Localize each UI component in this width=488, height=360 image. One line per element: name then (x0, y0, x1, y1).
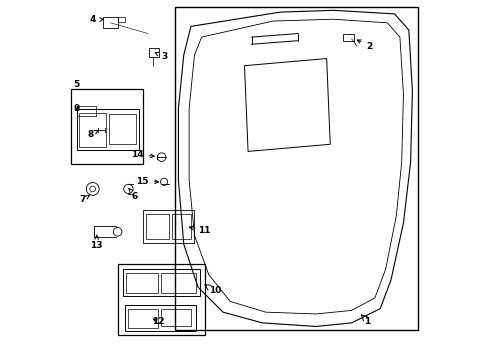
Bar (127, 309, 158, 328)
Text: 7: 7 (80, 195, 89, 204)
Text: 11: 11 (189, 225, 210, 234)
Text: 12: 12 (151, 316, 164, 325)
Bar (108, 114, 135, 144)
Bar (103, 18, 118, 28)
Bar (172, 214, 190, 239)
Text: 5: 5 (74, 80, 80, 89)
Text: 1: 1 (364, 316, 370, 325)
Bar (146, 214, 169, 239)
Bar (342, 33, 353, 41)
Text: 10: 10 (208, 285, 221, 294)
Bar (160, 309, 190, 327)
Bar (125, 273, 158, 293)
Text: 8: 8 (87, 130, 99, 139)
Bar (160, 273, 195, 293)
Text: 4: 4 (90, 15, 103, 24)
Bar (118, 264, 205, 336)
Text: 2: 2 (357, 40, 371, 50)
Bar (123, 269, 200, 296)
Text: 14: 14 (131, 150, 154, 159)
Bar (80, 113, 106, 147)
Text: 3: 3 (155, 52, 167, 61)
Text: 6: 6 (129, 189, 138, 201)
Bar (77, 109, 139, 150)
Text: 9: 9 (74, 104, 80, 113)
Bar (124, 305, 196, 331)
Bar (142, 210, 194, 243)
Bar (148, 48, 159, 57)
Bar (71, 89, 142, 164)
Bar (77, 106, 96, 116)
Text: 15: 15 (136, 176, 158, 185)
Bar (118, 17, 124, 22)
Text: 13: 13 (90, 235, 102, 249)
Bar (175, 7, 417, 330)
